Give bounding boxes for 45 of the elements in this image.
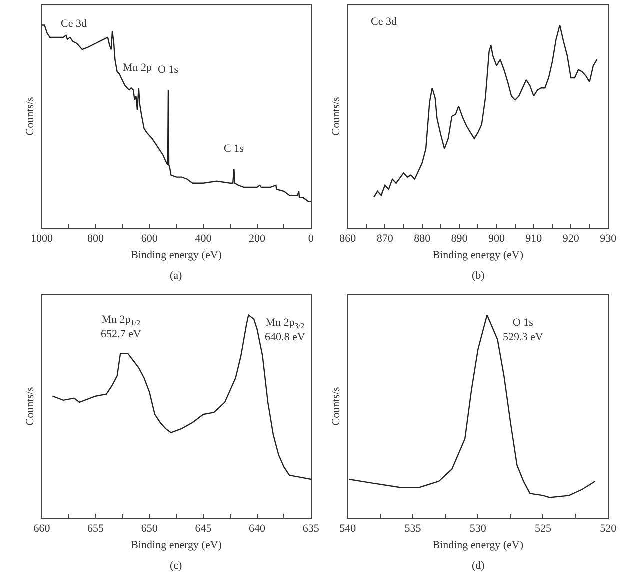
x-tick-label: 860 <box>340 233 357 246</box>
x-tick-label: 1000 <box>30 233 54 246</box>
x-tick-label: 800 <box>88 233 105 246</box>
x-tick-label: 910 <box>526 233 543 246</box>
y-axis-title: Counts/s <box>24 97 37 136</box>
x-tick-label: 640 <box>249 523 266 536</box>
x-tick-label: 200 <box>249 233 266 246</box>
x-tick-label: 920 <box>562 233 580 246</box>
annotation: Mn 2p$_{3/2}$ 640.8 eV <box>265 317 306 344</box>
annotation: C 1s <box>224 143 244 155</box>
x-axis-title: Binding energy (eV) <box>131 249 222 262</box>
x-tick-label: 525 <box>534 523 552 536</box>
x-axis-title: Binding energy (eV) <box>432 249 524 262</box>
text: (d) <box>472 560 486 572</box>
x-axis-title: Binding energy (eV) <box>131 539 222 552</box>
chart-title: Ce 3d <box>371 16 398 28</box>
x-axis-title: Binding energy (eV) <box>432 539 524 552</box>
y-axis-title: Counts/s <box>330 97 343 136</box>
text: (b) <box>472 270 486 282</box>
annotation: Mn 2p$_{1/2}$ 652.7 eV <box>101 314 142 340</box>
text: (a) <box>170 270 183 282</box>
y-axis-title: Counts/s <box>330 387 343 426</box>
annotation: Mn 2p <box>123 62 153 74</box>
text: (c) <box>170 560 183 572</box>
x-tick-label: 930 <box>600 233 618 246</box>
x-tick-label: 645 <box>195 523 212 536</box>
x-tick-label: 890 <box>451 233 468 246</box>
annotation: O 1s 529.3 eV <box>503 317 544 344</box>
x-tick-label: 900 <box>488 233 506 246</box>
x-tick-label: 535 <box>404 523 422 536</box>
annotation: O 1s <box>158 64 178 76</box>
x-tick-label: 600 <box>141 233 158 246</box>
x-tick-label: 880 <box>414 233 432 246</box>
x-tick-label: 655 <box>88 523 105 536</box>
x-tick-label: 530 <box>470 523 487 536</box>
x-tick-label: 400 <box>195 233 212 246</box>
x-tick-label: 635 <box>302 523 320 536</box>
x-tick-label: 0 <box>308 233 314 246</box>
y-axis-title: Counts/s <box>24 387 37 426</box>
x-tick-label: 650 <box>141 523 158 536</box>
x-tick-label: 540 <box>340 523 357 536</box>
x-tick-label: 660 <box>34 523 51 536</box>
annotation: Ce 3d <box>61 18 88 30</box>
x-tick-label: 520 <box>600 523 618 536</box>
x-tick-label: 870 <box>376 233 394 246</box>
